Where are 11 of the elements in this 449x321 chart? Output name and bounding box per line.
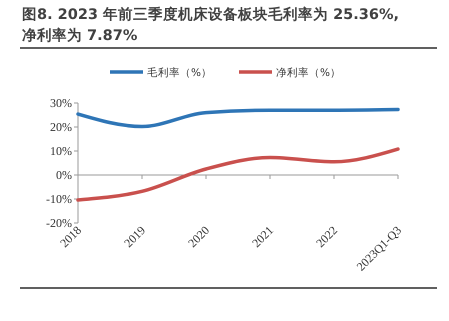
y-tick-label: 10% xyxy=(50,144,72,158)
y-tick-label: 20% xyxy=(50,120,72,134)
chart-title: 图8. 2023 年前三季度机床设备板块毛利率为 25.36%, 净利率为 7.87% xyxy=(22,5,399,44)
y-tick-label: 0% xyxy=(56,168,72,182)
y-tick-label: -10% xyxy=(46,192,72,206)
y-tick-label: 30% xyxy=(50,96,72,110)
y-tick-label: -20% xyxy=(46,216,72,230)
legend-label: 净利率（%） xyxy=(276,66,341,79)
legend-label: 毛利率（%） xyxy=(147,66,212,79)
line-series xyxy=(76,147,400,202)
line-series xyxy=(76,108,400,128)
